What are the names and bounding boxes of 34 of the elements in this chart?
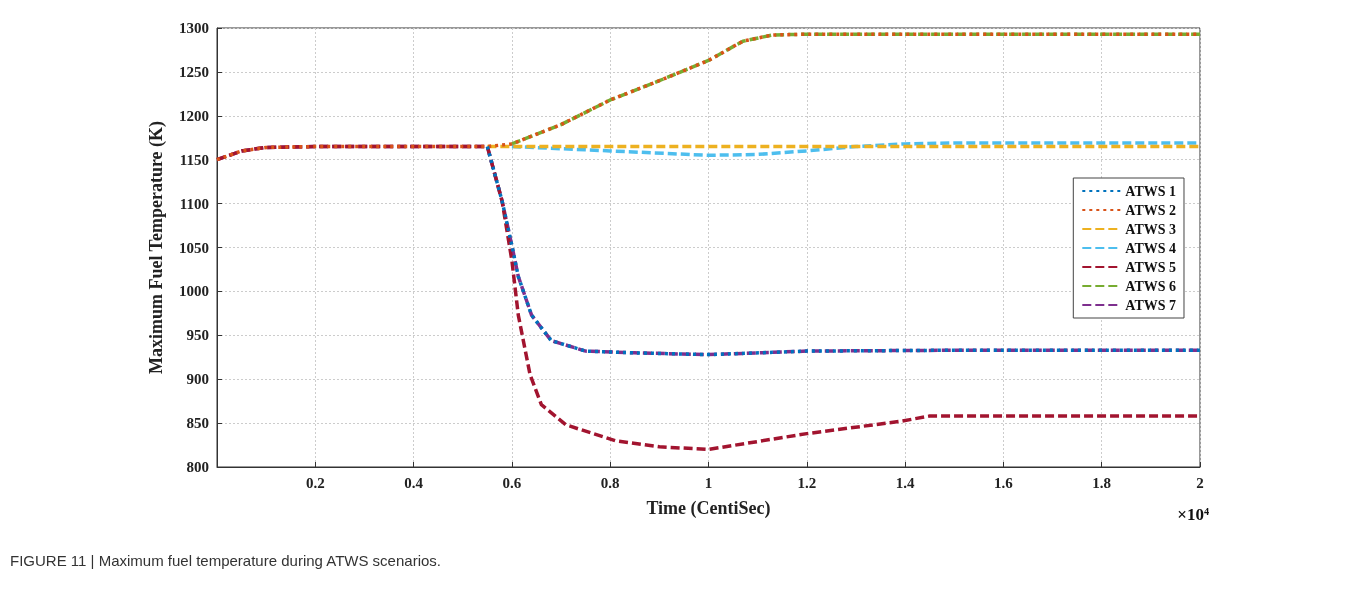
y-tick-label: 900	[186, 371, 209, 388]
legend-label: ATWS 2	[1125, 202, 1177, 218]
y-tick-label: 950	[186, 327, 209, 344]
x-tick-label: 1.6	[994, 474, 1014, 491]
x-tick-label: 2	[1196, 474, 1204, 491]
text: ×10⁴	[1177, 505, 1210, 524]
y-tick-label: 1300	[179, 20, 209, 36]
x-tick-label: 0.4	[404, 474, 424, 491]
y-tick-label: 1200	[179, 107, 209, 124]
y-tick-label: 850	[186, 415, 209, 432]
legend-label: ATWS 6	[1125, 278, 1177, 294]
legend-label: ATWS 3	[1125, 221, 1177, 237]
line-series	[485, 144, 1202, 357]
x-axis-title: Time (CentiSec)	[646, 498, 771, 519]
legend-label: ATWS 5	[1125, 259, 1177, 275]
y-tick-label: 1150	[179, 151, 209, 168]
y-axis-title: Maximum Fuel Temperature (K)	[146, 120, 167, 375]
legend-label: ATWS 7	[1125, 297, 1177, 313]
x-tick-label: 1	[704, 474, 713, 491]
legend-label: ATWS 4	[1125, 240, 1177, 256]
y-tick-label: 1250	[179, 63, 209, 80]
y-tick-label: 1000	[179, 283, 209, 300]
x-tick-label: 0.8	[600, 474, 620, 491]
x-tick-label: 0.2	[305, 474, 325, 491]
legend-label: ATWS 1	[1125, 183, 1177, 199]
caption: FIGURE 11 | Maximum fuel temperature during ATWS scenarios.	[10, 552, 441, 569]
y-tick-label: 1100	[179, 195, 209, 212]
y-tick-label: 1050	[179, 239, 209, 256]
x-tick-label: 1.8	[1092, 474, 1112, 491]
x-tick-label: 1.2	[797, 474, 817, 491]
y-tick-label: 800	[186, 459, 209, 475]
x-tick-label: 0.6	[502, 474, 522, 491]
line-series	[510, 32, 1202, 146]
x-tick-label: 1.4	[895, 474, 915, 491]
